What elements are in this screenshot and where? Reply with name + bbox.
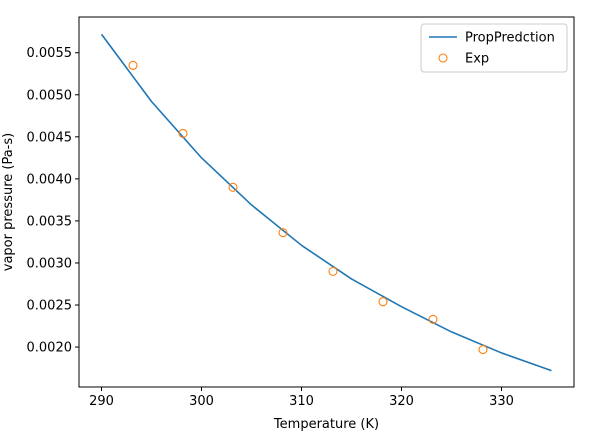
y-tick-label: 0.0055 — [27, 46, 73, 61]
legend: PropPredction Exp — [420, 23, 568, 73]
y-tick-label: 0.0040 — [27, 172, 73, 187]
data-point-exp — [478, 345, 488, 355]
data-point-exp — [128, 60, 138, 70]
x-tick-label: 300 — [189, 394, 214, 409]
y-axis-label: vapor pressure (Pa-s) — [1, 133, 16, 271]
y-axis-ticks: 0.0020 0.0025 0.0030 0.0035 0.0040 0.0045 0.00… — [27, 46, 79, 356]
series-line-proppredction — [100, 33, 552, 372]
series-layer — [100, 33, 552, 372]
y-tick-label: 0.0035 — [27, 214, 73, 229]
data-point-exp — [178, 128, 188, 139]
legend-label: PropPredction — [465, 31, 555, 46]
legend-marker-swatch — [438, 53, 448, 63]
legend-label: Exp — [465, 52, 489, 67]
data-point-exp — [378, 297, 388, 307]
y-tick-label: 0.0045 — [27, 130, 73, 145]
x-tick-label: 310 — [289, 394, 314, 409]
y-tick-label: 0.0050 — [27, 88, 73, 103]
y-tick-label: 0.0030 — [27, 256, 73, 271]
x-axis-label: Temperature (K) — [273, 417, 379, 432]
data-point-exp — [278, 228, 288, 238]
axes-frame — [78, 16, 575, 388]
data-point-exp — [328, 266, 338, 276]
x-axis-ticks: 290 300 310 320 330 — [89, 387, 514, 409]
x-tick-label: 330 — [489, 394, 514, 409]
x-tick-label: 320 — [389, 394, 414, 409]
data-point-exp — [228, 182, 238, 192]
y-tick-label: 0.0020 — [27, 341, 73, 356]
y-tick-label: 0.0025 — [27, 299, 73, 314]
legend-box — [420, 23, 568, 73]
data-point-exp — [428, 314, 438, 324]
x-tick-label: 290 — [89, 394, 114, 409]
